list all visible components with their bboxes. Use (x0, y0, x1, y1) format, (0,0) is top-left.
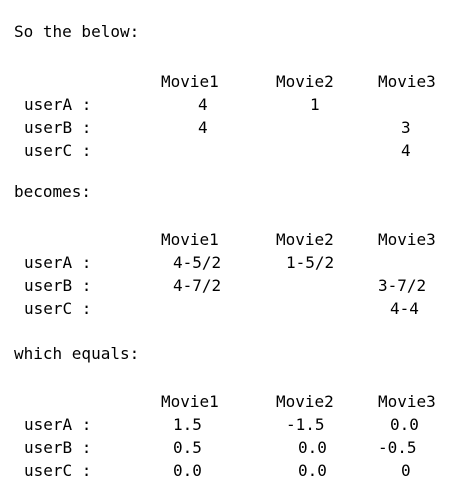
t2-user-b: userB : (24, 276, 92, 295)
t1-header-movie3: Movie3 (378, 72, 436, 91)
t2-header-movie2: Movie2 (276, 230, 334, 249)
t3-header-movie3: Movie3 (378, 392, 436, 411)
t2-a-movie1: 4-5/2 (173, 253, 222, 272)
t1-a-movie2: 1 (310, 95, 320, 114)
t3-header-movie1: Movie1 (161, 392, 219, 411)
t3-a-movie2: -1.5 (286, 415, 325, 434)
t3-user-a: userA : (24, 415, 92, 434)
t1-b-movie1: 4 (198, 118, 208, 137)
t2-b-movie3: 3-7/2 (378, 276, 427, 295)
t1-user-c: userC : (24, 141, 92, 160)
intro-text: So the below: (14, 22, 140, 41)
t3-a-movie1: 1.5 (173, 415, 202, 434)
t2-a-movie2: 1-5/2 (286, 253, 335, 272)
t1-b-movie3: 3 (401, 118, 411, 137)
mid-text: becomes: (14, 182, 92, 201)
t3-b-movie3: -0.5 (378, 438, 417, 457)
t3-b-movie2: 0.0 (298, 438, 327, 457)
t2-header-movie1: Movie1 (161, 230, 219, 249)
t2-b-movie1: 4-7/2 (173, 276, 222, 295)
t1-header-movie2: Movie2 (276, 72, 334, 91)
t3-user-b: userB : (24, 438, 92, 457)
t3-user-c: userC : (24, 461, 92, 480)
t1-user-a: userA : (24, 95, 92, 114)
end-text: which equals: (14, 344, 140, 363)
t3-c-movie1: 0.0 (173, 461, 202, 480)
t2-user-a: userA : (24, 253, 92, 272)
t3-b-movie1: 0.5 (173, 438, 202, 457)
t3-a-movie3: 0.0 (390, 415, 419, 434)
t2-header-movie3: Movie3 (378, 230, 436, 249)
t2-user-c: userC : (24, 299, 92, 318)
t3-c-movie3: 0 (401, 461, 411, 480)
t3-c-movie2: 0.0 (298, 461, 327, 480)
t1-a-movie1: 4 (198, 95, 208, 114)
t1-header-movie1: Movie1 (161, 72, 219, 91)
t3-header-movie2: Movie2 (276, 392, 334, 411)
t2-c-movie3: 4-4 (390, 299, 419, 318)
t1-user-b: userB : (24, 118, 92, 137)
t1-c-movie3: 4 (401, 141, 411, 160)
